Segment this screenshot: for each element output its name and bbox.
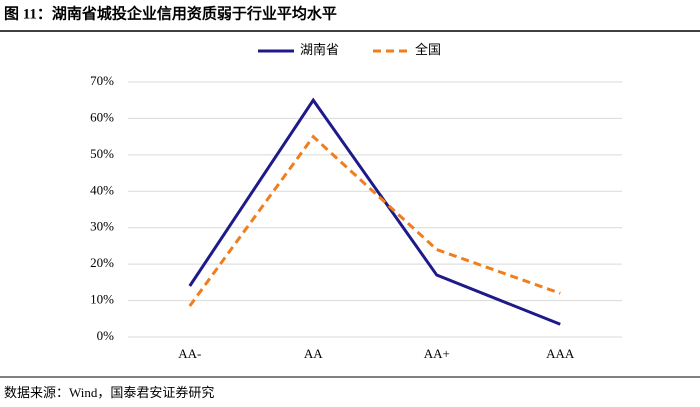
x-tick-label: AA <box>304 346 323 361</box>
y-tick-label: 60% <box>90 109 114 124</box>
source: 数据来源：Wind，国泰君安证券研究 <box>4 385 214 400</box>
y-tick-label: 40% <box>90 182 114 197</box>
series-line <box>188 97 561 326</box>
legend-label: 湖南省 <box>300 42 339 57</box>
x-tick-label: AAA <box>546 346 575 361</box>
y-tick-label: 70% <box>90 73 114 88</box>
x-tick-label: AA+ <box>424 346 450 361</box>
y-tick-label: 10% <box>90 292 114 307</box>
y-tick-label: 30% <box>90 219 114 234</box>
chart-title: 图 11：湖南省城投企业信用资质弱于行业平均水平 <box>4 4 337 22</box>
series-line <box>188 134 561 307</box>
y-tick-label: 20% <box>90 255 114 270</box>
x-tick-label: AA- <box>178 346 201 361</box>
legend-label: 全国 <box>415 42 441 57</box>
y-tick-label: 0% <box>97 328 115 343</box>
y-tick-label: 50% <box>90 146 114 161</box>
